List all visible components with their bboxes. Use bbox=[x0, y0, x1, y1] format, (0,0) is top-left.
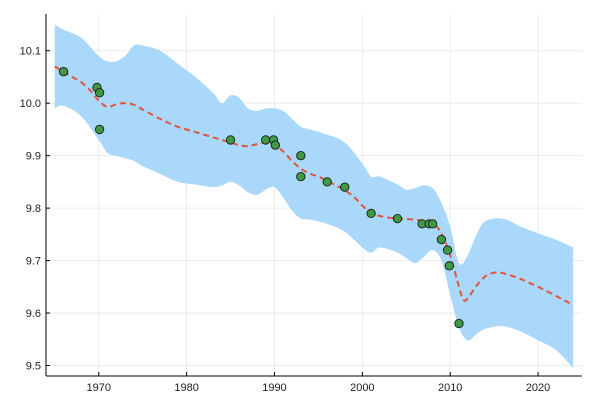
observation-point bbox=[436, 234, 447, 245]
x-tick-label: 2020 bbox=[526, 382, 550, 394]
credible-band-layer bbox=[54, 24, 574, 369]
x-tick-label: 1980 bbox=[174, 382, 198, 394]
observation-point bbox=[340, 182, 350, 192]
observation-point bbox=[322, 177, 332, 187]
observation-point bbox=[296, 151, 306, 161]
observation-points-layer bbox=[58, 67, 464, 329]
x-tick-label: 2010 bbox=[438, 382, 462, 394]
observation-point bbox=[225, 135, 236, 145]
y-tick-label: 9.9 bbox=[26, 151, 41, 163]
y-tick-label: 10.0 bbox=[20, 98, 41, 110]
observation-point bbox=[392, 213, 403, 224]
y-tick-label: 9.5 bbox=[26, 361, 41, 373]
axes-layer: 1970 1980 1990 2000 2010 2020 9.5 9.6 9.7 9.8 9.9 1… bbox=[20, 14, 582, 394]
y-tick-label: 9.8 bbox=[26, 203, 41, 215]
x-tick-label: 1990 bbox=[262, 382, 286, 394]
observation-point bbox=[444, 261, 454, 271]
observation-point bbox=[442, 245, 453, 255]
y-tick-label: 10.1 bbox=[20, 46, 41, 58]
observation-point bbox=[94, 124, 105, 135]
x-tick-label: 1970 bbox=[86, 382, 110, 394]
credible-band bbox=[54, 24, 574, 369]
observation-point bbox=[270, 140, 280, 150]
y-tick-label: 9.7 bbox=[26, 256, 41, 268]
observation-point bbox=[94, 88, 105, 98]
observation-point bbox=[296, 171, 306, 182]
posterior-mean-line bbox=[54, 65, 574, 307]
observation-point bbox=[366, 208, 376, 219]
mean-line-layer bbox=[54, 65, 574, 307]
y-tick-label: 9.6 bbox=[26, 308, 41, 320]
observation-point bbox=[427, 219, 438, 229]
observation-point bbox=[261, 135, 271, 145]
observation-point bbox=[58, 67, 69, 77]
x-tick-label: 2000 bbox=[350, 382, 374, 394]
observation-point bbox=[454, 318, 464, 329]
